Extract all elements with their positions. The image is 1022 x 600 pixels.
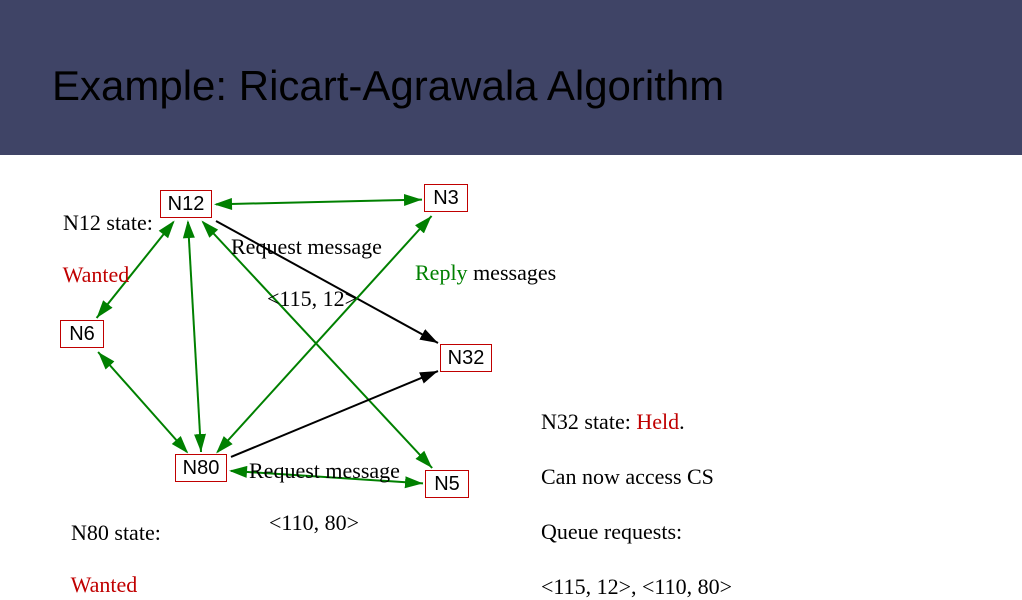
slide-title: Example: Ricart-Agrawala Algorithm xyxy=(52,62,724,110)
node-n6: N6 xyxy=(60,320,104,348)
text: N12 state: xyxy=(63,210,153,235)
node-n12: N12 xyxy=(160,190,212,218)
text: Can now access CS xyxy=(541,464,714,489)
node-label: N12 xyxy=(168,193,205,215)
slide-header: Example: Ricart-Agrawala Algorithm xyxy=(0,0,1022,155)
req12-label: Request message <115, 12> xyxy=(220,208,382,312)
node-label: N6 xyxy=(69,323,95,345)
text: <115, 12>, <110, 80> xyxy=(541,574,732,599)
text: <110, 80> xyxy=(249,510,359,535)
req80-label: Request message <110, 80> xyxy=(238,432,400,536)
node-n80: N80 xyxy=(175,454,227,482)
text: Request message xyxy=(249,458,400,483)
node-label: N80 xyxy=(183,457,220,479)
node-n3: N3 xyxy=(424,184,468,212)
text: . xyxy=(679,409,685,434)
text: <115, 12> xyxy=(231,286,357,311)
text: messages xyxy=(468,260,557,285)
node-n32: N32 xyxy=(440,344,492,372)
text: N80 state: xyxy=(71,520,161,545)
text: N32 state: xyxy=(541,409,636,434)
text-value: Wanted xyxy=(63,262,130,287)
text-value: Held xyxy=(636,409,679,434)
text: Queue requests: xyxy=(541,519,682,544)
text-reply: Reply xyxy=(415,260,468,285)
node-label: N5 xyxy=(434,473,460,495)
node-n5: N5 xyxy=(425,470,469,498)
n32-state-block: N32 state: Held. Can now access CS Queue… xyxy=(530,380,732,600)
node-label: N32 xyxy=(448,347,485,369)
reply-label: Reply messages xyxy=(404,234,556,286)
n80-state-label: N80 state: Wanted xyxy=(60,494,161,598)
node-label: N3 xyxy=(433,187,459,209)
n12-state-label: N12 state: Wanted xyxy=(52,184,153,288)
text: Request message xyxy=(231,234,382,259)
